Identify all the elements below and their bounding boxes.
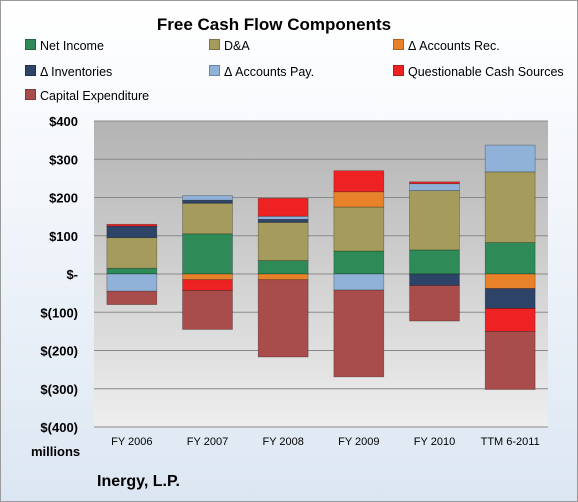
- legend-label: Capital Expenditure: [40, 89, 150, 103]
- bar-segment: [106, 237, 158, 269]
- bar-segment: [484, 144, 536, 173]
- bar-segment: [257, 273, 309, 281]
- x-tick-label: FY 2008: [262, 436, 303, 448]
- bar-segment: [106, 267, 158, 275]
- bar-segment: [484, 273, 536, 289]
- bar-segment: [333, 191, 385, 208]
- y-tick-label: $200: [49, 191, 78, 206]
- legend-swatch: [393, 65, 404, 76]
- bar-segment: [409, 249, 460, 275]
- legend-label: Δ Accounts Pay.: [224, 65, 315, 79]
- x-tick-label: FY 2006: [111, 436, 152, 448]
- y-tick-label: $-: [66, 267, 78, 282]
- bar-segment: [484, 331, 536, 390]
- bar-segment: [409, 285, 460, 322]
- bar-segment: [484, 242, 536, 275]
- bar-segment: [182, 279, 233, 291]
- bar-segment: [409, 273, 460, 286]
- bar-segment: [257, 222, 309, 261]
- bar-segment: [484, 308, 536, 332]
- bar-segment: [257, 197, 309, 217]
- bar-segment: [333, 170, 385, 193]
- y-tick-label: $100: [49, 229, 78, 244]
- legend-item-questionable: Questionable Cash Sources: [393, 65, 564, 79]
- bar-segment: [257, 260, 309, 275]
- y-tick-label: $(100): [40, 305, 78, 320]
- legend-label: Questionable Cash Sources: [408, 65, 564, 79]
- bar-segment: [106, 225, 158, 239]
- legend-item-inventories: Δ Inventories: [25, 65, 112, 79]
- bar-segment: [106, 223, 158, 227]
- legend-item-da: D&A: [209, 39, 250, 53]
- legend-label: Δ Inventories: [40, 65, 113, 79]
- bar-segment: [257, 215, 309, 220]
- y-tick-label: $(300): [40, 382, 78, 397]
- legend-swatch: [25, 89, 36, 100]
- bar-segment: [257, 279, 309, 358]
- bar-segment: [409, 190, 460, 251]
- bar-segment: [333, 289, 385, 378]
- x-tick-label: FY 2007: [187, 436, 228, 448]
- legend-swatch: [25, 65, 36, 76]
- y-tick-label: $300: [49, 152, 78, 167]
- bar-segment: [409, 181, 460, 185]
- chart-title: Free Cash Flow Components: [156, 15, 392, 34]
- legend-item-accounts-pay: Δ Accounts Pay.: [209, 65, 314, 79]
- bar-segment: [182, 202, 233, 235]
- bar-segment: [333, 250, 385, 275]
- y-tick-label: $400: [49, 114, 78, 129]
- bar-segment: [106, 290, 158, 305]
- legend-item-net-income: Net Income: [25, 39, 104, 53]
- legend-label: Net Income: [40, 39, 104, 53]
- bar-segment: [409, 183, 460, 191]
- bar-segment: [484, 171, 536, 243]
- x-tick-label: TTM 6-2011: [481, 436, 540, 448]
- legend-label: D&A: [224, 39, 250, 53]
- bar-segment: [333, 206, 385, 252]
- bar-segment: [257, 218, 309, 223]
- bar-segment: [333, 273, 385, 291]
- x-tick-label: FY 2010: [414, 436, 455, 448]
- legend-item-capex: Capital Expenditure: [25, 89, 149, 103]
- x-tick-label: FY 2009: [338, 436, 379, 448]
- bar-segment: [182, 290, 233, 330]
- legend-swatch: [25, 39, 36, 50]
- legend-swatch: [209, 39, 220, 50]
- legend-swatch: [209, 65, 220, 76]
- bar-segment: [182, 199, 233, 204]
- company-name: Inergy, L.P.: [97, 473, 180, 490]
- y-tick-label: $(400): [40, 420, 78, 435]
- bar-segment: [106, 273, 158, 292]
- bar-segment: [484, 288, 536, 309]
- legend-item-accounts-rec: Δ Accounts Rec.: [393, 39, 500, 53]
- bar-segment: [182, 233, 233, 275]
- legend-swatch: [393, 39, 404, 50]
- bar-segment: [182, 273, 233, 281]
- legend-label: Δ Accounts Rec.: [408, 39, 500, 53]
- y-tick-label: $(200): [40, 344, 78, 359]
- units-label: millions: [31, 444, 81, 459]
- bar-segment: [182, 195, 233, 201]
